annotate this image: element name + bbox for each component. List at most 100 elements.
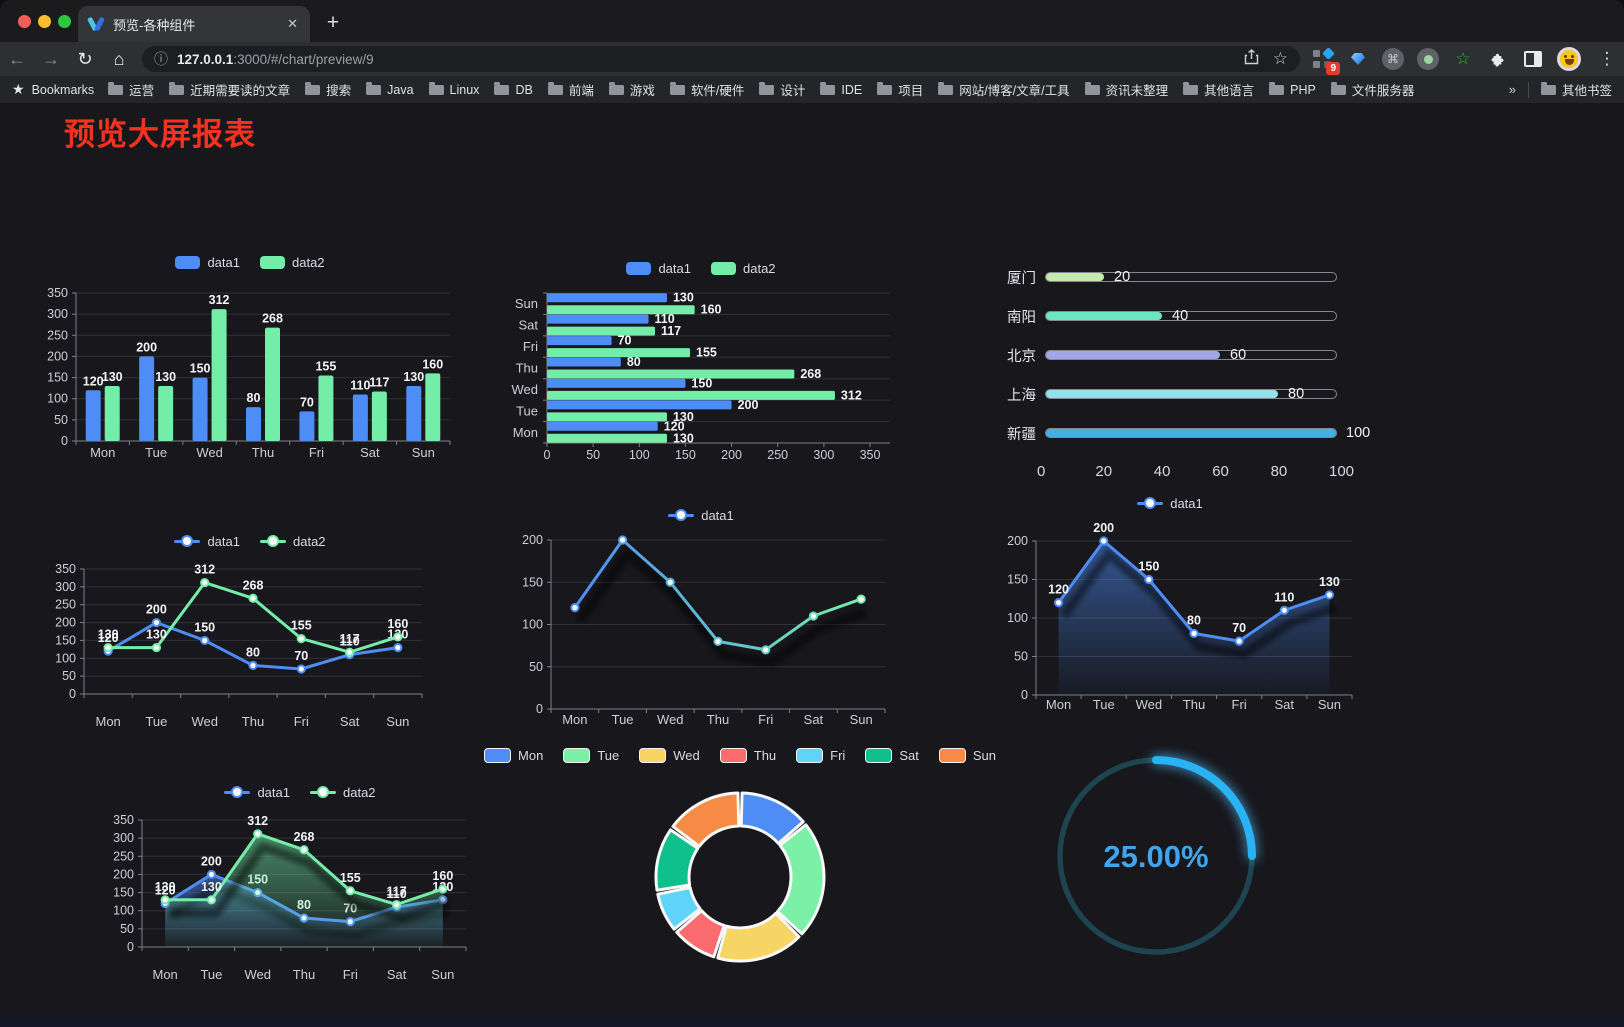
url-text[interactable]: 127.0.0.1:3000/#/chart/preview/9 <box>177 51 374 67</box>
legend-item[interactable]: Wed <box>639 747 700 763</box>
extension-command-icon[interactable]: ⌘ <box>1382 48 1404 70</box>
svg-text:70: 70 <box>300 395 314 409</box>
home-icon[interactable]: ⌂ <box>113 48 125 69</box>
svg-text:110: 110 <box>655 312 675 326</box>
chart-horizontal-bar[interactable]: data1 data2 0 50 100 150 200 250 300 350 Sun 130 160… <box>505 255 897 469</box>
legend-item[interactable]: data1 <box>668 508 734 523</box>
extension-grid-diamond-icon[interactable]: 9 <box>1312 47 1340 75</box>
extension-gem-icon[interactable] <box>1347 48 1369 70</box>
tab-close-icon[interactable]: ✕ <box>287 16 298 31</box>
svg-text:268: 268 <box>243 578 264 592</box>
svg-text:150: 150 <box>113 886 134 900</box>
svg-text:Tue: Tue <box>516 403 538 418</box>
maximize-window-button[interactable] <box>58 15 71 28</box>
chart-grouped-bar[interactable]: data1 data2 0 50 100 150 200 250 300 350 Mon Tue Wed… <box>40 249 460 469</box>
legend-item[interactable]: Fri <box>796 747 845 763</box>
folder-icon <box>1269 81 1285 95</box>
folder-icon <box>169 81 185 95</box>
folder-icon <box>669 81 685 95</box>
svg-text:100: 100 <box>113 904 134 918</box>
svg-text:0: 0 <box>127 940 134 954</box>
chart-double-area[interactable]: data1 data2 0 50 100 150 200 250 300 350 Mon Tue Wed… <box>98 779 502 997</box>
svg-text:0: 0 <box>544 448 551 462</box>
bookmarks-divider <box>1527 81 1529 98</box>
profile-avatar[interactable] <box>1557 47 1581 71</box>
bookmark-folder[interactable]: 近期需要读的文章 <box>169 80 290 99</box>
bookmark-folder[interactable]: 搜索 <box>305 80 351 99</box>
bookmark-folder[interactable]: PHP <box>1269 81 1316 97</box>
chart-two-lines[interactable]: data1 data2 0 50 100 150 200 250 300 350 Mon Tue Wed… <box>40 528 460 740</box>
bookmark-folder[interactable]: 前端 <box>547 80 594 99</box>
bookmark-folder[interactable]: 设计 <box>759 80 805 99</box>
extension-record-icon[interactable] <box>1417 48 1439 70</box>
legend-item[interactable]: data1 <box>626 261 691 276</box>
other-bookmarks[interactable]: 其他书签 <box>1540 80 1612 99</box>
bookmarks-label[interactable]: Bookmarks <box>31 82 95 97</box>
bookmark-folder[interactable]: 游戏 <box>608 80 655 99</box>
legend-item[interactable]: data1 <box>224 785 290 800</box>
svg-text:150: 150 <box>194 620 215 634</box>
chart-gradient-line[interactable]: data1 0 50 100 150 200 Mon Tue Wed Thu Fri Sat Sun <box>505 503 897 729</box>
close-window-button[interactable] <box>18 15 31 28</box>
chart-single-area[interactable]: data1 0 50 100 150 200 Mon Tue Wed Thu Fri Sat Sun 12… <box>980 491 1360 715</box>
bookmark-folder[interactable]: Linux <box>428 81 479 97</box>
svg-text:130: 130 <box>673 431 694 445</box>
svg-text:0: 0 <box>1021 688 1028 702</box>
folder-icon <box>759 81 775 95</box>
bookmarks-star-icon[interactable]: ★ <box>12 81 25 97</box>
browser-menu-icon[interactable]: ⋮ <box>1598 49 1616 68</box>
legend-item[interactable]: data2 <box>310 785 376 800</box>
svg-text:200: 200 <box>47 349 68 363</box>
browser-tab[interactable]: 预览-各种组件 ✕ <box>78 6 310 42</box>
svg-text:Wed: Wed <box>244 967 271 982</box>
bookmarks-bar: ★ Bookmarks 运营 近期需要读的文章 搜索 Java Linux DB 前端 游戏软… <box>0 76 1624 103</box>
svg-text:200: 200 <box>201 854 222 868</box>
legend-swatch <box>865 747 893 763</box>
legend-item[interactable]: Thu <box>719 747 776 763</box>
reading-mode-icon[interactable] <box>1522 48 1544 70</box>
site-info-icon[interactable]: ⓘ <box>154 51 168 67</box>
bookmark-folder[interactable]: DB <box>494 81 533 97</box>
bookmark-folder[interactable]: Java <box>366 81 414 97</box>
svg-text:Tue: Tue <box>1093 697 1115 712</box>
svg-text:110: 110 <box>386 887 406 901</box>
legend-item[interactable]: data2 <box>260 534 326 549</box>
svg-text:Thu: Thu <box>252 445 274 460</box>
extensions-puzzle-icon[interactable] <box>1487 48 1509 70</box>
new-tab-button[interactable]: + <box>326 11 340 34</box>
legend-item[interactable]: Sat <box>865 747 919 763</box>
svg-text:Fri: Fri <box>343 967 358 982</box>
bookmark-folder[interactable]: 项目 <box>877 80 923 99</box>
legend-item[interactable]: data2 <box>711 261 776 276</box>
bookmark-folder[interactable]: 其他语言 <box>1183 80 1254 99</box>
chart-city-progress[interactable]: 厦门 20 南阳 40 北京 60 上海 80 新疆 100 0 20 40 60 80 100 <box>998 263 1370 488</box>
legend-item[interactable]: data1 <box>174 534 240 549</box>
address-bar[interactable]: ⓘ 127.0.0.1:3000/#/chart/preview/9 ☆ <box>142 46 1300 72</box>
svg-text:Wed: Wed <box>191 714 218 729</box>
chart-progress-gauge[interactable]: 25.00% <box>1046 746 1266 966</box>
bookmark-folder[interactable]: 运营 <box>108 80 154 99</box>
bookmark-folder[interactable]: 资讯未整理 <box>1084 80 1168 99</box>
share-icon[interactable] <box>1244 48 1259 70</box>
reload-icon[interactable]: ↻ <box>77 48 93 69</box>
legend-item[interactable]: data1 <box>175 255 240 270</box>
legend-item[interactable]: Tue <box>563 747 619 763</box>
chart-donut-pie[interactable]: Mon Tue Wed Thu Fri Sat Sun <box>484 743 996 993</box>
bookmark-folder[interactable]: 文件服务器 <box>1330 80 1414 99</box>
svg-text:150: 150 <box>1138 560 1159 574</box>
bookmark-star-icon[interactable]: ☆ <box>1272 49 1288 68</box>
forward-icon[interactable]: → <box>42 48 60 69</box>
legend-item[interactable]: data1 <box>1137 496 1203 511</box>
bookmark-folder[interactable]: 网站/博客/文章/工具 <box>938 80 1070 99</box>
legend-item[interactable]: Mon <box>484 747 543 763</box>
bookmarks-overflow-chevron[interactable]: » <box>1508 82 1516 97</box>
legend-item[interactable]: data2 <box>260 255 325 270</box>
legend-item[interactable]: Sun <box>938 747 996 763</box>
back-icon[interactable]: ← <box>8 48 26 69</box>
minimize-window-button[interactable] <box>38 15 51 28</box>
bookmark-folder[interactable]: 软件/硬件 <box>669 80 744 99</box>
legend-swatch <box>563 747 591 763</box>
svg-text:70: 70 <box>294 649 308 663</box>
extension-green-star-icon[interactable]: ☆ <box>1455 49 1471 68</box>
bookmark-folder[interactable]: IDE <box>820 81 862 97</box>
